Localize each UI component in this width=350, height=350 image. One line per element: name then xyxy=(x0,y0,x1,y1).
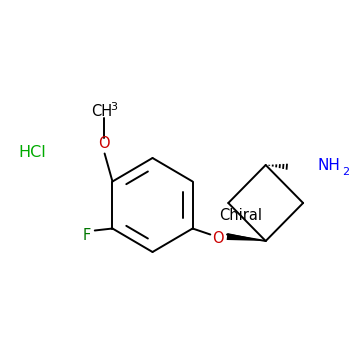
Text: CH: CH xyxy=(91,104,112,119)
Text: 3: 3 xyxy=(110,103,117,112)
Text: F: F xyxy=(83,228,91,243)
Text: O: O xyxy=(212,231,224,246)
Text: NH: NH xyxy=(318,159,341,174)
Polygon shape xyxy=(227,233,266,241)
Text: O: O xyxy=(98,136,110,151)
Text: Chiral: Chiral xyxy=(219,208,262,223)
Text: 2: 2 xyxy=(342,167,350,177)
Text: HCl: HCl xyxy=(19,145,47,160)
